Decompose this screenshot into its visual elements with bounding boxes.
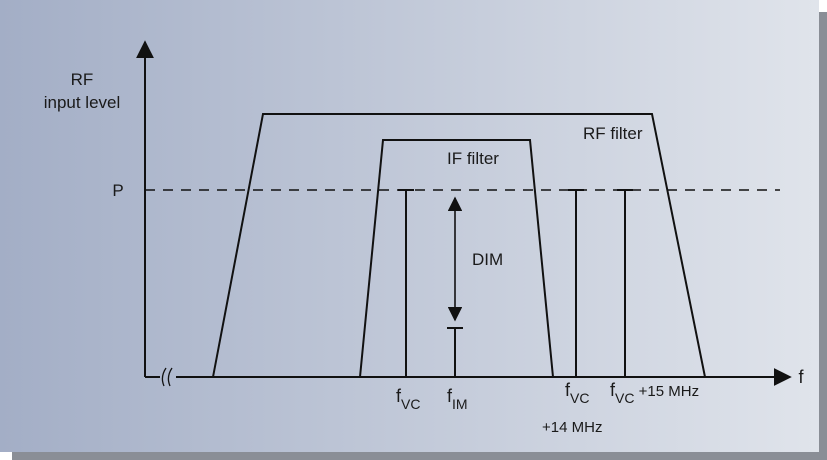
carrier-label-fvc-14-offset: +14 MHz <box>542 419 602 436</box>
carrier-label-fvc-14: fVC <box>565 380 589 406</box>
if-filter-curve <box>359 139 554 378</box>
x-axis-label: f <box>798 367 804 387</box>
carrier-label-fim: fIM <box>447 386 468 412</box>
y-axis-label-line2: input level <box>44 93 121 112</box>
y-axis-label-line1: RF <box>71 70 94 89</box>
carrier-label-fvc: fVC <box>396 386 420 412</box>
rf-filter-curve <box>212 113 706 378</box>
carrier-label-fvc-15: fVC +15 MHz <box>610 380 699 406</box>
level-label-p: P <box>112 181 123 200</box>
dim-label: DIM <box>472 250 503 269</box>
axis-break-icon <box>160 367 176 387</box>
if-filter-label: IF filter <box>447 149 499 168</box>
rf-filter-label: RF filter <box>583 124 643 143</box>
